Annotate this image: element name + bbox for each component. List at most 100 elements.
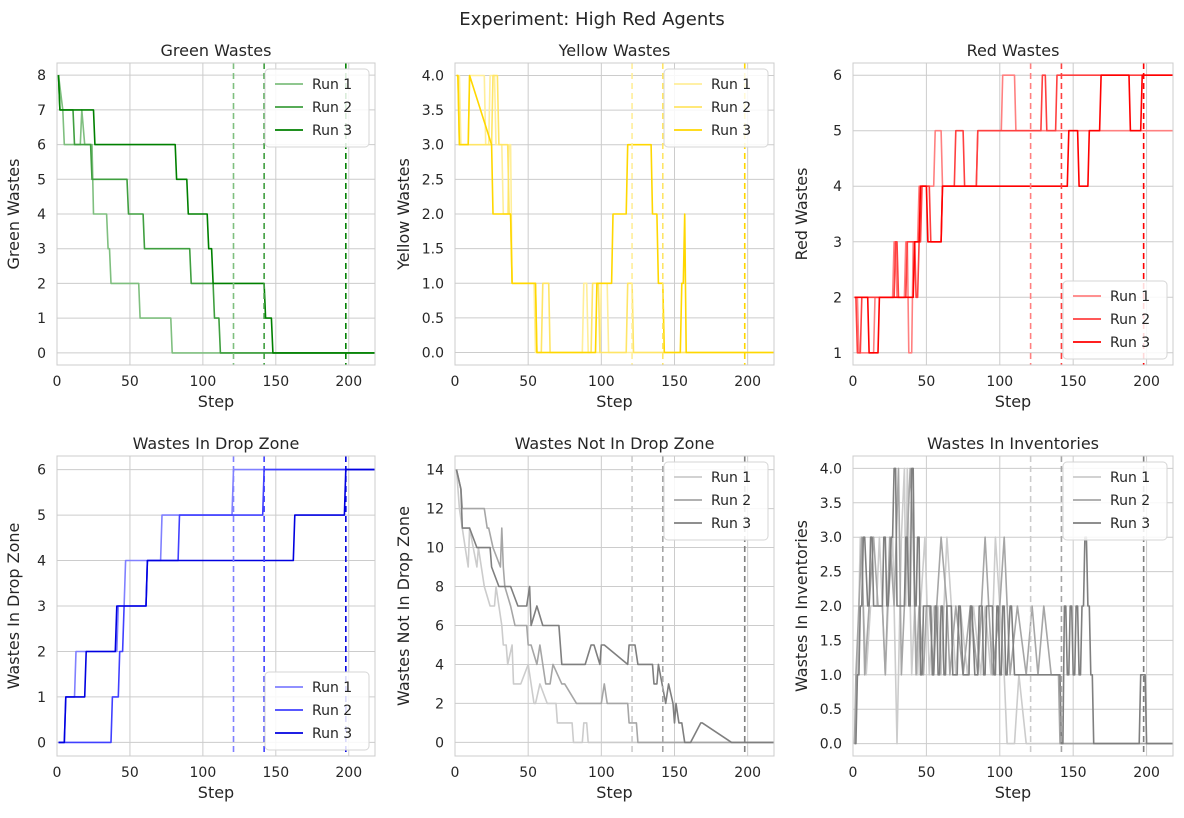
series-line-run-3 [456,74,774,354]
y-tick-label: 12 [426,502,444,518]
x-tick-label: 0 [849,374,858,390]
y-tick-label: 5 [37,508,46,524]
y-tick-label: 0.5 [422,311,444,327]
x-tick-label: 100 [986,765,1013,781]
legend: Run 1 Run 2 Run 3 [264,671,370,751]
x-tick-label: 100 [190,374,217,390]
y-tick-label: 1.5 [820,633,842,649]
chart-title: Green Wastes [161,41,272,60]
y-tick-label: 0.5 [820,702,842,718]
legend: Run 1 Run 2 Run 3 [663,461,769,541]
y-tick-label: 1.0 [820,668,842,684]
legend-box [1062,280,1168,360]
x-tick-label: 100 [986,374,1013,390]
series-line-run-3 [854,467,1173,745]
chart-panel-wastes-in-inventories: 0 50 100 150 200 0.0 0.5 1.0 1.5 2.0 2.5 3.0 3.5 4.0 W… [792,434,1174,802]
x-tick-label: 0 [849,765,858,781]
plot-frame [454,62,775,366]
legend-label: Run 3 [312,123,352,139]
legend-label: Run 2 [711,493,751,509]
y-tick-label: 2.0 [422,207,444,223]
x-tick-label: 50 [917,765,935,781]
legend-box [663,68,769,148]
y-tick-label: 3.0 [422,138,444,154]
y-tick-label: 8 [37,68,46,84]
y-tick-label: 2 [833,290,842,306]
series-line-run-3 [58,468,375,744]
x-tick-label: 0 [53,765,62,781]
legend-label: Run 3 [711,516,751,532]
y-tick-label: 6 [435,618,444,634]
legend-label: Run 1 [1110,470,1150,486]
y-tick-label: 1.0 [422,276,444,292]
plot-frame [852,455,1174,757]
y-axis-label: Red Wastes [792,168,811,261]
legend-label: Run 3 [312,726,352,742]
x-tick-label: 50 [121,765,139,781]
legend: Run 1 Run 2 Run 3 [1062,461,1168,541]
x-tick-label: 150 [1060,374,1087,390]
x-tick-label: 200 [335,374,362,390]
y-tick-label: 0 [435,735,444,751]
legend-label: Run 1 [711,470,751,486]
y-tick-label: 3 [833,235,842,251]
legend-box [663,461,769,541]
legend-label: Run 1 [711,77,751,93]
y-tick-label: 2 [435,696,444,712]
x-tick-label: 150 [661,765,688,781]
x-axis-label: Step [995,783,1031,802]
legend-box [1062,461,1168,541]
chart-title: Wastes In Inventories [927,434,1099,453]
legend-label: Run 3 [711,123,751,139]
y-tick-label: 4 [833,179,842,195]
x-tick-label: 50 [121,374,139,390]
x-tick-label: 50 [519,374,537,390]
y-tick-label: 3 [37,599,46,615]
y-tick-label: 4.0 [820,461,842,477]
x-tick-label: 200 [734,765,761,781]
y-tick-label: 1 [833,346,842,362]
x-tick-label: 100 [588,765,615,781]
legend-label: Run 1 [312,680,352,696]
y-tick-label: 2.0 [820,599,842,615]
legend-label: Run 2 [312,100,352,116]
y-tick-label: 2 [37,276,46,292]
figure-title: Experiment: High Red Agents [459,9,724,30]
x-axis-label: Step [995,392,1031,411]
y-tick-label: 14 [426,463,444,479]
y-tick-label: 2.5 [422,172,444,188]
x-tick-label: 150 [262,374,289,390]
series-line-run-3 [57,75,375,354]
series-group [854,63,1173,365]
legend-label: Run 1 [1110,289,1150,305]
y-tick-label: 6 [833,68,842,84]
plot-frame [454,455,775,757]
legend-label: Run 3 [1110,516,1150,532]
y-tick-label: 2.5 [820,565,842,581]
x-tick-label: 100 [190,765,217,781]
chart-title: Yellow Wastes [558,41,671,60]
chart-title: Red Wastes [967,41,1060,60]
x-tick-label: 50 [519,765,537,781]
legend-label: Run 2 [711,100,751,116]
y-tick-label: 8 [435,580,444,596]
y-tick-label: 3.0 [820,530,842,546]
x-tick-label: 150 [1060,765,1087,781]
series-line-run-3 [455,469,774,744]
y-tick-label: 0 [37,346,46,362]
series-line-run-2 [57,75,375,354]
y-tick-label: 7 [37,103,46,119]
y-tick-label: 5 [833,124,842,140]
x-tick-label: 150 [661,374,688,390]
series-line-run-2 [854,74,1173,354]
x-tick-label: 200 [335,765,362,781]
y-tick-label: 6 [37,463,46,479]
legend: Run 1 Run 2 Run 3 [663,68,769,148]
series-line-run-3 [854,74,1173,354]
x-tick-label: 0 [53,374,62,390]
y-axis-label: Yellow Wastes [394,158,413,271]
y-tick-label: 10 [426,541,444,557]
y-tick-label: 4 [37,207,46,223]
y-tick-label: 2 [37,644,46,660]
